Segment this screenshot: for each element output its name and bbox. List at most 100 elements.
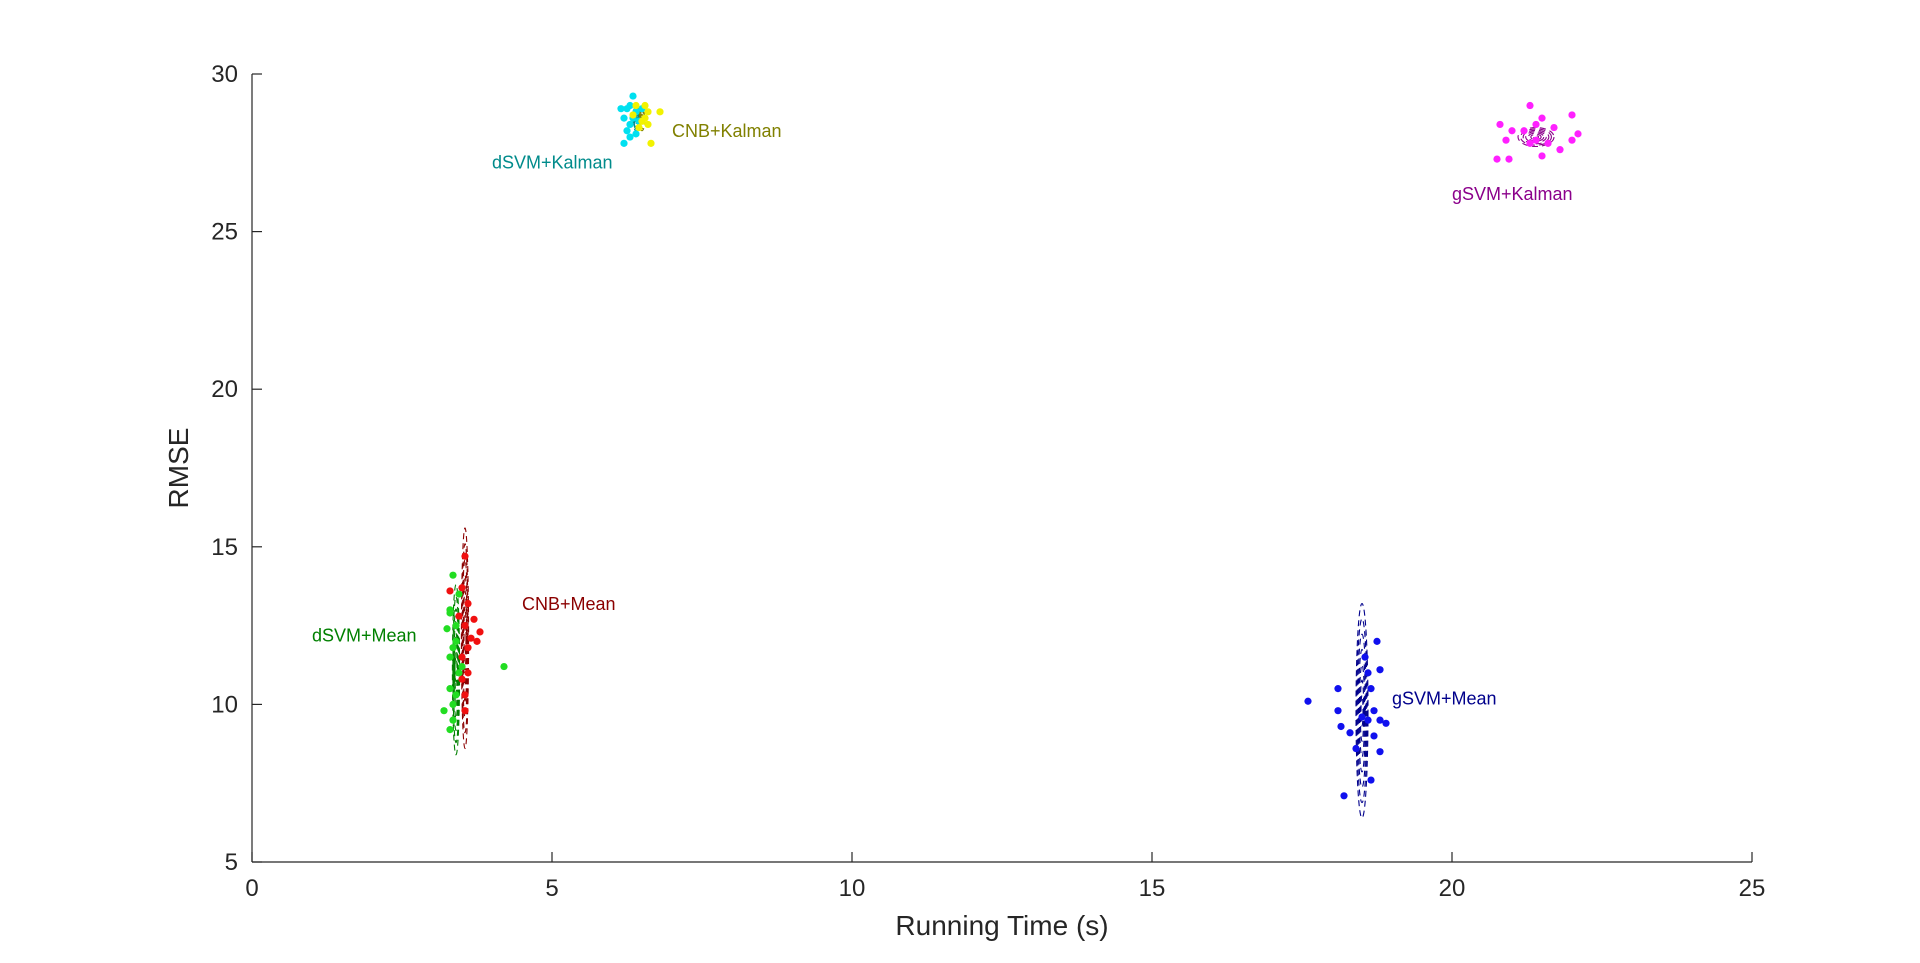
x-tick-label: 15 bbox=[1139, 875, 1166, 902]
y-tick-label: 10 bbox=[211, 691, 238, 718]
data-point bbox=[1382, 719, 1390, 727]
data-point bbox=[644, 120, 652, 129]
contour-ellipse bbox=[1530, 133, 1542, 141]
data-point bbox=[500, 662, 508, 671]
data-point bbox=[1568, 136, 1576, 144]
data-point bbox=[617, 105, 625, 113]
data-point bbox=[1334, 685, 1342, 693]
ellipses-layer bbox=[451, 104, 1555, 819]
data-point bbox=[458, 662, 466, 671]
data-point bbox=[1361, 653, 1369, 661]
data-point bbox=[461, 691, 469, 699]
data-point bbox=[458, 584, 466, 592]
data-point bbox=[1370, 707, 1378, 715]
data-point bbox=[1367, 685, 1375, 693]
data-point bbox=[455, 590, 463, 598]
data-point bbox=[1373, 637, 1381, 645]
contour-ellipse bbox=[463, 606, 467, 671]
x-tick-label: 20 bbox=[1439, 875, 1466, 902]
data-point bbox=[623, 105, 631, 113]
data-point bbox=[1493, 155, 1501, 163]
data-point bbox=[455, 612, 463, 620]
contour-ellipse bbox=[1358, 648, 1366, 773]
data-point bbox=[1568, 111, 1576, 119]
contour-ellipse bbox=[1360, 694, 1364, 727]
data-point bbox=[470, 615, 478, 623]
data-point bbox=[461, 622, 469, 630]
contour-ellipse bbox=[1358, 664, 1366, 758]
contour-ellipse bbox=[1527, 132, 1545, 142]
y-tick-label: 20 bbox=[211, 376, 238, 403]
annotation-label: CNB+Kalman bbox=[672, 121, 782, 141]
data-point bbox=[446, 609, 454, 617]
x-tick-label: 25 bbox=[1739, 875, 1766, 902]
data-point bbox=[452, 637, 460, 645]
data-point bbox=[1544, 139, 1552, 147]
data-point bbox=[446, 726, 454, 734]
y-axis-label: RMSE bbox=[163, 428, 194, 509]
data-point bbox=[1337, 722, 1345, 731]
data-point bbox=[1556, 146, 1564, 154]
data-point bbox=[656, 108, 664, 116]
data-point bbox=[1358, 713, 1366, 721]
data-point bbox=[1526, 139, 1534, 147]
contour-ellipse bbox=[453, 632, 459, 707]
data-point bbox=[629, 111, 637, 119]
data-point bbox=[620, 139, 628, 147]
data-point bbox=[440, 707, 448, 715]
data-point bbox=[1367, 776, 1375, 784]
data-point bbox=[452, 691, 460, 699]
data-point bbox=[1334, 707, 1342, 715]
data-point bbox=[623, 127, 631, 135]
data-point bbox=[1538, 114, 1546, 122]
contour-ellipse bbox=[462, 590, 468, 687]
annotation-label: CNB+Mean bbox=[522, 594, 616, 614]
data-point bbox=[1532, 136, 1540, 144]
data-point bbox=[1526, 101, 1534, 110]
data-point bbox=[1376, 716, 1384, 724]
data-point bbox=[449, 571, 457, 579]
data-point bbox=[458, 675, 466, 683]
contour-ellipse bbox=[1357, 633, 1367, 788]
data-point bbox=[449, 700, 457, 709]
y-tick-label: 5 bbox=[225, 849, 238, 876]
data-point bbox=[1364, 716, 1372, 724]
data-point bbox=[1370, 732, 1378, 740]
data-point bbox=[443, 625, 451, 633]
data-point bbox=[449, 644, 457, 652]
x-axis-label: Running Time (s) bbox=[895, 910, 1108, 941]
data-point bbox=[1550, 123, 1558, 132]
contour-ellipse bbox=[1520, 128, 1552, 146]
data-point bbox=[461, 707, 469, 715]
data-point bbox=[1520, 127, 1528, 135]
data-point bbox=[1496, 120, 1504, 129]
x-tick-label: 10 bbox=[839, 875, 866, 902]
data-point bbox=[1376, 748, 1384, 756]
data-point bbox=[1502, 136, 1510, 144]
data-point bbox=[446, 587, 454, 595]
data-point bbox=[1376, 666, 1384, 674]
data-point bbox=[449, 716, 457, 724]
contour-ellipse bbox=[1359, 679, 1365, 742]
x-tick-label: 0 bbox=[245, 875, 258, 902]
y-tick-label: 15 bbox=[211, 534, 238, 561]
contour-ellipse bbox=[1522, 129, 1550, 145]
data-point bbox=[452, 622, 460, 630]
data-point bbox=[1352, 744, 1360, 753]
data-point bbox=[446, 685, 454, 693]
data-point bbox=[1574, 130, 1582, 138]
data-point bbox=[641, 114, 649, 122]
data-point bbox=[1346, 729, 1354, 737]
data-point bbox=[1532, 120, 1540, 129]
data-point bbox=[635, 123, 643, 132]
data-point bbox=[464, 599, 472, 608]
data-point bbox=[641, 101, 649, 110]
data-point bbox=[464, 644, 472, 652]
data-point bbox=[473, 637, 481, 645]
data-point bbox=[1340, 792, 1348, 800]
data-point bbox=[629, 92, 637, 100]
data-point bbox=[1364, 669, 1372, 677]
data-point bbox=[647, 139, 655, 147]
data-point bbox=[476, 628, 484, 636]
